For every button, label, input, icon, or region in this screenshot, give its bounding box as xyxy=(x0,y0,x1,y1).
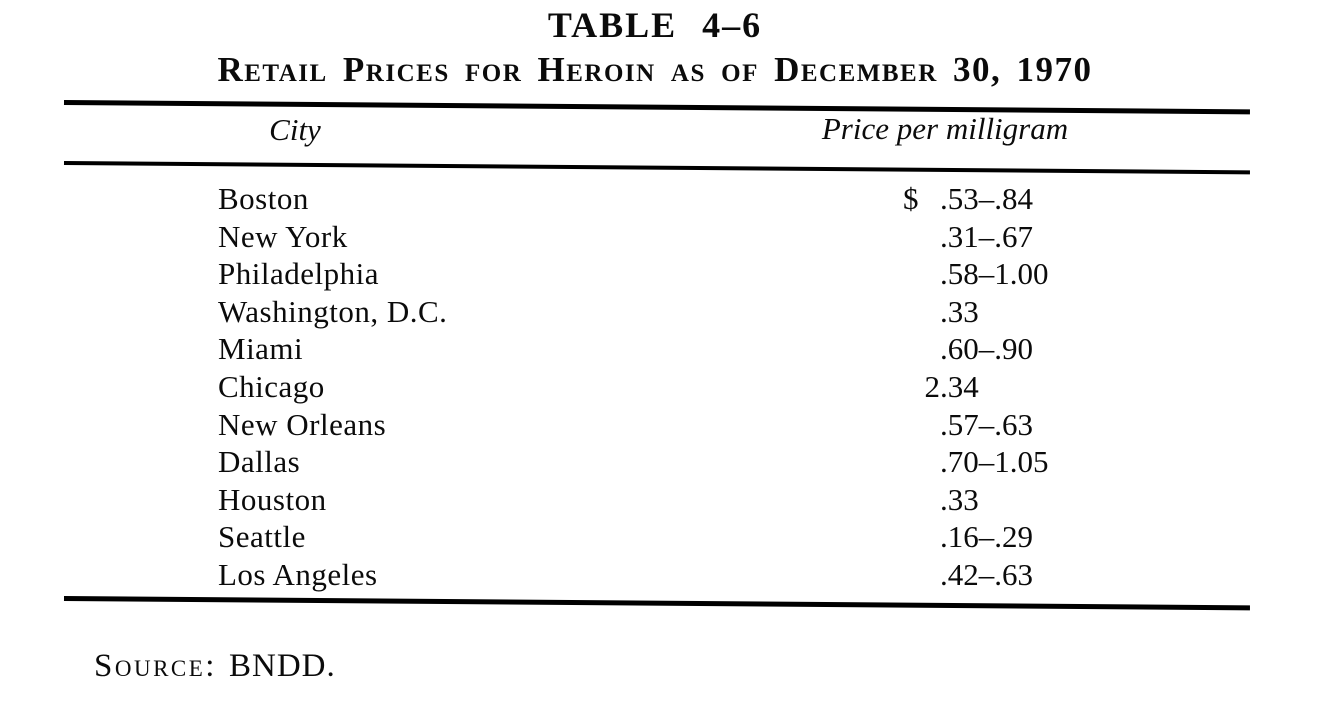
price-cell: .57–.63 xyxy=(903,406,1033,444)
city-cell: Dallas xyxy=(218,444,301,480)
table-row: Washington, D.C. .33 xyxy=(0,293,1339,331)
city-cell: Philadelphia xyxy=(218,256,379,292)
source-note: Source: BNDD. xyxy=(94,646,336,686)
table-row: Dallas .70–1.05 xyxy=(0,443,1339,481)
city-cell: Seattle xyxy=(218,519,306,555)
table-body: Boston $ .53–.84 New York .31–.67 Philadelphi… xyxy=(0,180,1339,594)
city-cell: Washington, D.C. xyxy=(218,293,448,329)
table-title: Retail Prices for Heroin as of December … xyxy=(217,50,1093,89)
table-row: Chicago 2.34 xyxy=(0,368,1339,406)
city-cell: New York xyxy=(218,218,348,254)
price-value: .60–.90 xyxy=(940,331,1033,367)
price-value: .31–.67 xyxy=(940,218,1033,254)
price-value: .16–.29 xyxy=(940,519,1033,555)
price-value: .57–.63 xyxy=(940,406,1033,442)
city-cell: Los Angeles xyxy=(218,556,378,592)
column-header-price: Price per milligram xyxy=(821,111,1069,146)
currency-symbol: $ xyxy=(903,181,919,216)
table-row: Boston $ .53–.84 xyxy=(0,180,1339,218)
table-number-label: TABLE 4–6 xyxy=(547,5,763,45)
price-value: .33 xyxy=(940,293,979,329)
price-value: .70–1.05 xyxy=(940,444,1049,480)
price-cell: $ .53–.84 xyxy=(903,180,1033,218)
price-value: .53–.84 xyxy=(940,181,1033,216)
city-cell: Miami xyxy=(218,331,304,367)
city-cell: New Orleans xyxy=(218,406,387,442)
price-value: .34 xyxy=(940,368,979,404)
table-row: Los Angeles .42–.63 xyxy=(0,556,1339,594)
price-value: .58–1.00 xyxy=(940,256,1049,292)
city-cell: Houston xyxy=(218,481,327,517)
price-value: .33 xyxy=(940,481,979,517)
price-integer-part: 2 xyxy=(924,368,941,404)
source-value: BNDD. xyxy=(228,648,336,684)
table-row: Seattle .16–.29 xyxy=(0,518,1339,556)
price-cell: .33 xyxy=(903,481,979,519)
title-block: TABLE 4–6 Retail Prices for Heroin as of… xyxy=(0,4,1310,90)
price-cell: 2.34 xyxy=(903,368,979,406)
price-cell: .42–.63 xyxy=(903,556,1033,594)
table-row: New York .31–.67 xyxy=(0,218,1339,256)
price-cell: .33 xyxy=(903,293,979,331)
table-row: New Orleans .57–.63 xyxy=(0,406,1339,444)
column-header-city: City xyxy=(269,112,321,147)
price-cell: .31–.67 xyxy=(903,218,1033,256)
price-cell: .70–1.05 xyxy=(903,443,1049,481)
city-cell: Boston xyxy=(218,181,309,216)
source-label: Source: xyxy=(94,648,217,684)
price-cell: .58–1.00 xyxy=(903,255,1049,293)
table-row: Houston .33 xyxy=(0,481,1339,519)
bottom-rule xyxy=(63,596,1250,611)
table-row: Miami .60–.90 xyxy=(0,330,1339,368)
header-rule xyxy=(63,161,1250,175)
city-cell: Chicago xyxy=(218,368,325,404)
price-value: .42–.63 xyxy=(940,556,1033,592)
price-cell: .16–.29 xyxy=(903,518,1033,556)
price-cell: .60–.90 xyxy=(903,330,1033,368)
table-row: Philadelphia .58–1.00 xyxy=(0,255,1339,293)
